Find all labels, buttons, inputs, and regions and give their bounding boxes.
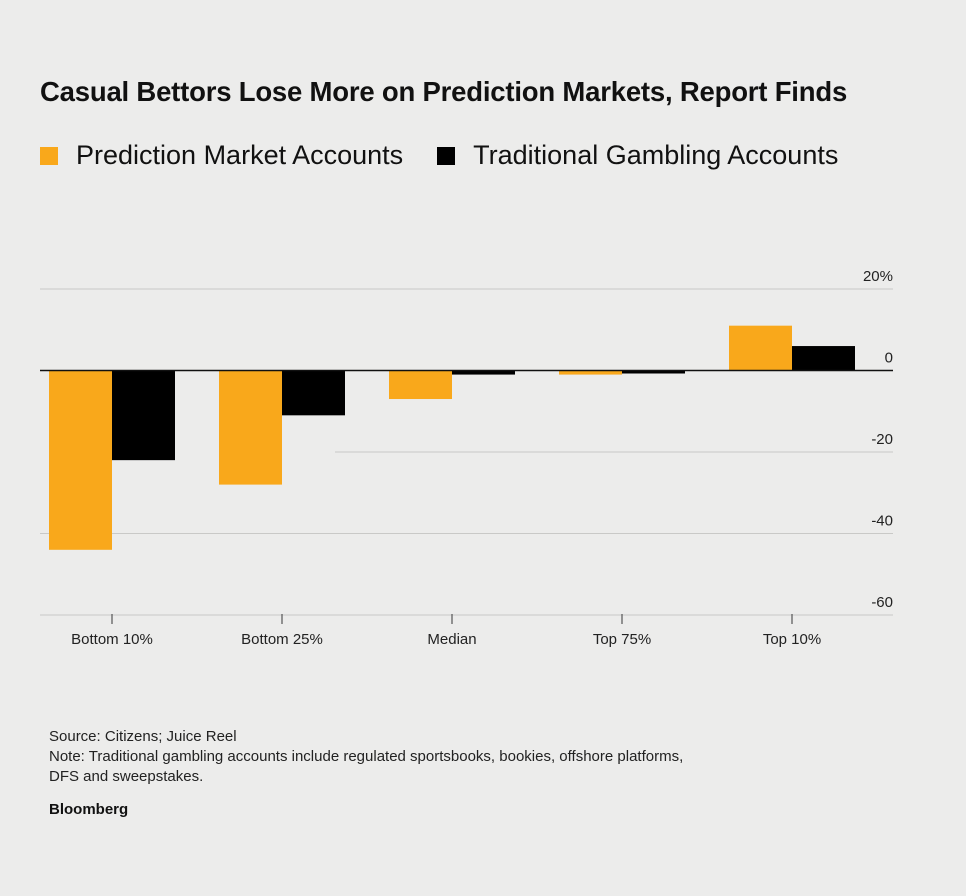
legend-swatch-prediction: [40, 146, 58, 165]
x-tick-label: Bottom 10%: [71, 631, 153, 648]
bar-traditional-4: [792, 346, 855, 371]
bar-prediction-2: [389, 370, 452, 400]
bar-prediction-1: [219, 370, 282, 485]
legend-label-prediction: Prediction Market Accounts: [76, 140, 404, 170]
x-tick-label: Top 10%: [763, 631, 821, 648]
x-tick-label: Top 75%: [593, 631, 651, 648]
brand-logo-text: Bloomberg: [49, 801, 129, 818]
footer-notes: Source: Citizens; Juice Reel Note: Tradi…: [49, 727, 683, 787]
y-axis-labels: 20% 0 -20 -40 -60: [863, 268, 893, 611]
bar-chart: 20% 0 -20 -40 -60 Bottom 10% Bottom 25% Median…: [40, 268, 893, 648]
y-tick-label: 0: [885, 350, 893, 367]
legend: Prediction Market Accounts Traditional G…: [40, 140, 872, 171]
bar-traditional-1: [282, 370, 345, 416]
x-tick-label: Bottom 25%: [241, 631, 323, 648]
x-tick-label: Median: [427, 631, 476, 648]
bars: [49, 325, 855, 550]
bar-prediction-3: [559, 370, 622, 375]
legend-item-prediction: Prediction Market Accounts: [40, 140, 403, 171]
y-tick-label: 20%: [863, 268, 893, 285]
source-note: Source: Citizens; Juice Reel: [49, 728, 237, 745]
y-tick-label: -60: [871, 594, 893, 611]
note-line-2: DFS and sweepstakes.: [49, 768, 204, 785]
chart-title: Casual Bettors Lose More on Prediction M…: [40, 76, 848, 107]
legend-item-traditional: Traditional Gambling Accounts: [437, 140, 838, 171]
y-tick-label: -40: [871, 513, 893, 530]
bar-prediction-4: [729, 325, 792, 371]
bar-traditional-2: [452, 370, 515, 375]
legend-label-traditional: Traditional Gambling Accounts: [473, 140, 839, 170]
bar-traditional-0: [112, 370, 175, 461]
y-tick-label: -20: [871, 431, 893, 448]
note-line-1: Note: Traditional gambling accounts incl…: [49, 748, 684, 765]
bar-traditional-3: [622, 370, 685, 374]
legend-swatch-traditional: [437, 146, 456, 165]
bar-prediction-0: [49, 370, 112, 550]
x-axis: Bottom 10% Bottom 25% Median Top 75% Top 10%: [40, 614, 893, 648]
